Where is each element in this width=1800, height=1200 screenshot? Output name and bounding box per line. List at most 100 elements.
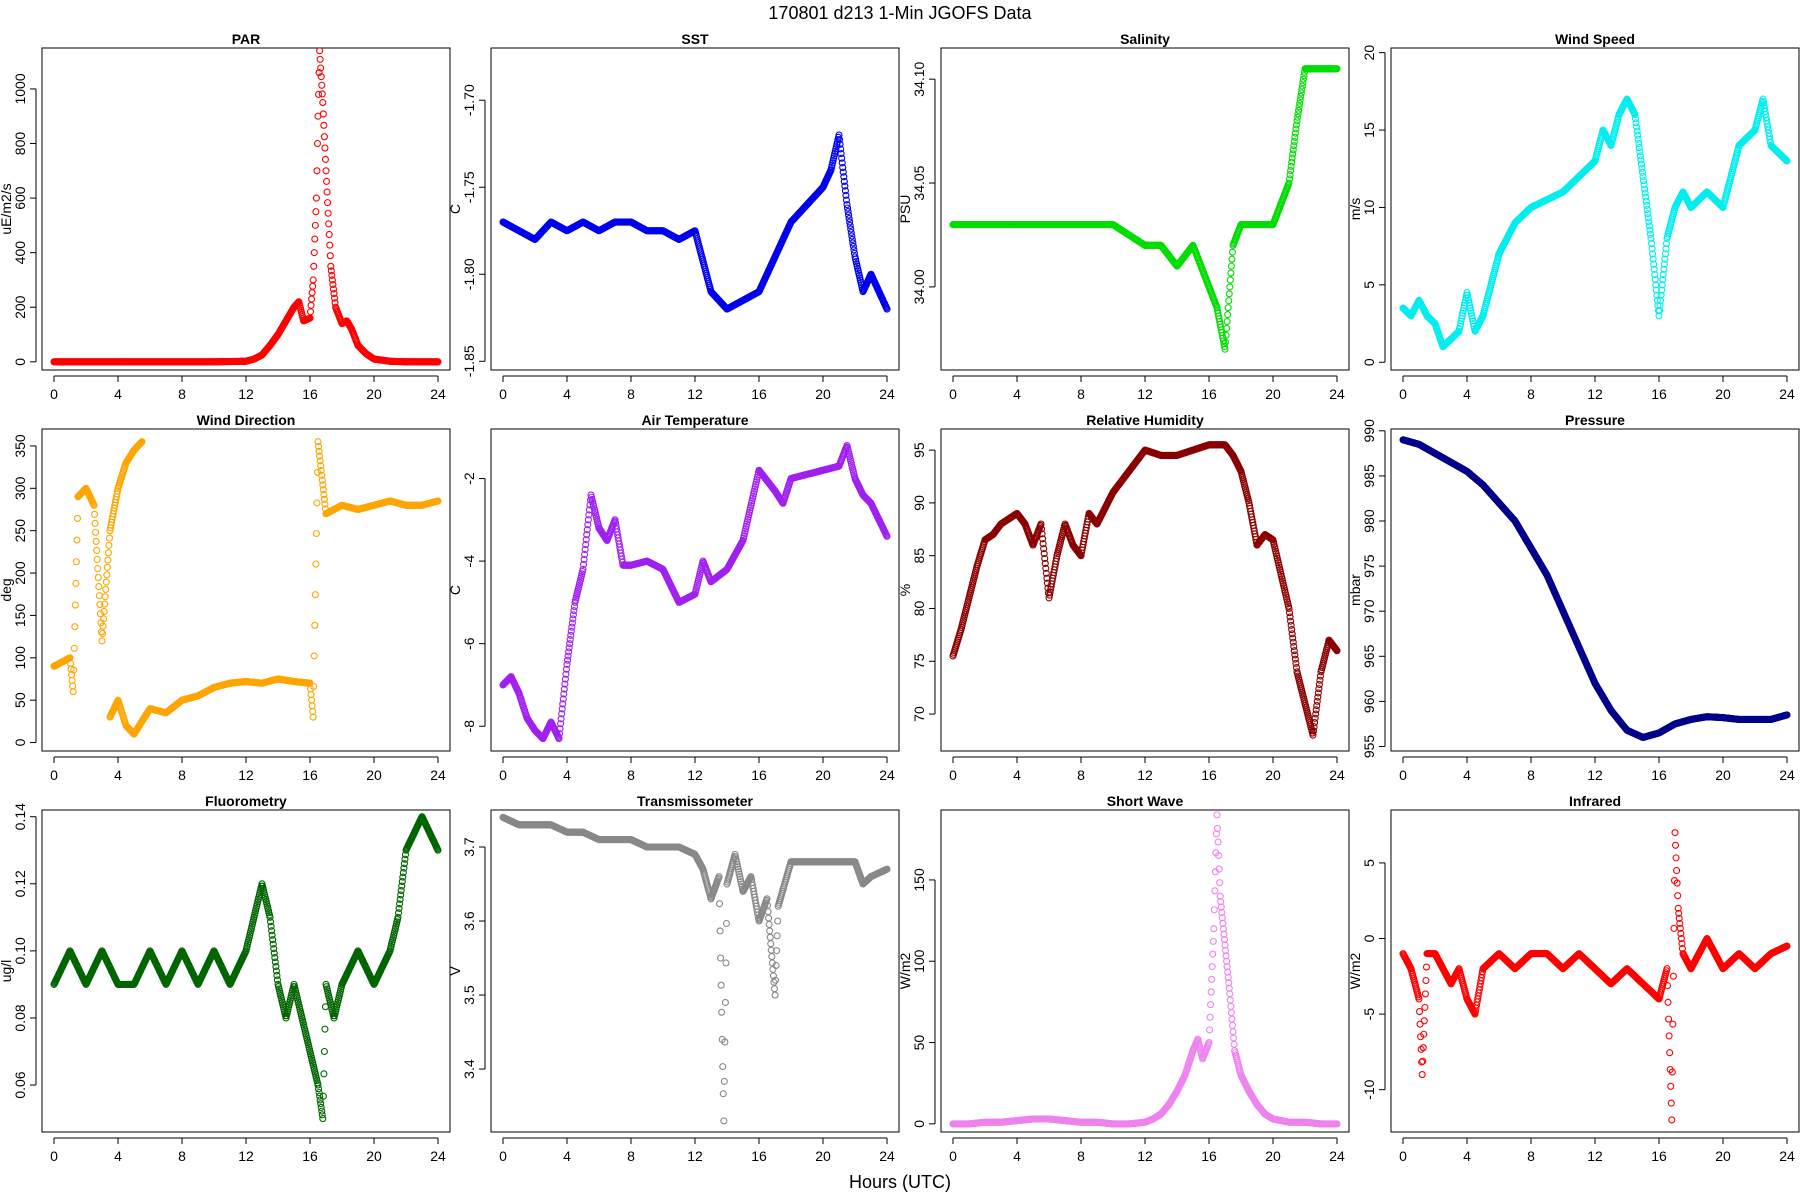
data-point xyxy=(94,564,102,573)
data-point xyxy=(310,262,318,270)
x-tick-label: 20 xyxy=(366,386,382,402)
data-point xyxy=(582,536,590,544)
data-point xyxy=(1637,160,1645,168)
x-tick-label: 0 xyxy=(50,767,58,783)
data-point xyxy=(1650,265,1658,273)
data-point xyxy=(1639,177,1648,185)
data-point xyxy=(105,534,114,542)
data-point xyxy=(1662,245,1670,253)
data-point xyxy=(321,500,329,508)
data-point xyxy=(563,660,571,668)
data-point xyxy=(1649,250,1657,258)
data-point xyxy=(570,607,578,615)
data-point xyxy=(318,90,326,98)
data-point xyxy=(1038,530,1046,538)
data-point xyxy=(1647,240,1656,248)
data-point xyxy=(71,623,79,631)
data-point xyxy=(1227,269,1235,277)
data-point xyxy=(1459,307,1467,315)
data-point xyxy=(92,528,100,536)
data-point xyxy=(321,144,329,152)
data-point xyxy=(328,276,336,284)
y-tick-label: 250 xyxy=(12,519,28,543)
data-point xyxy=(73,536,81,544)
data-point xyxy=(327,267,335,275)
y-tick-label: 200 xyxy=(12,295,28,319)
data-point xyxy=(1285,179,1293,187)
data-point xyxy=(308,702,316,710)
data-point xyxy=(562,670,570,678)
data-point xyxy=(324,199,332,207)
plot-frame xyxy=(490,428,900,752)
x-tick-label: 24 xyxy=(879,767,895,783)
data-point xyxy=(1288,158,1296,166)
data-point xyxy=(317,466,325,475)
data-point xyxy=(309,282,317,290)
data-point xyxy=(319,481,327,489)
data-point xyxy=(315,69,323,77)
data-point xyxy=(320,490,328,499)
y-tick-label: 90 xyxy=(911,495,927,511)
data-point xyxy=(1293,113,1302,121)
data-point xyxy=(1458,314,1466,322)
data-point xyxy=(1457,317,1465,325)
x-tick-label: 16 xyxy=(302,767,318,783)
y-tick-label: 70 xyxy=(911,706,927,722)
data-point xyxy=(1652,286,1660,294)
data-point xyxy=(1300,72,1308,80)
y-axis-label: deg xyxy=(0,578,14,601)
data-point xyxy=(1289,146,1297,154)
y-tick-label: -1.70 xyxy=(461,84,477,116)
panel-title: PAR xyxy=(232,31,261,47)
data-point xyxy=(1636,148,1644,156)
data-point xyxy=(849,242,857,250)
data-point xyxy=(1298,82,1306,90)
data-point xyxy=(1456,322,1464,330)
x-tick-label: 12 xyxy=(1137,386,1153,402)
data-point xyxy=(1646,230,1655,238)
x-tick-label: 16 xyxy=(1651,386,1667,402)
data-point xyxy=(569,615,577,623)
data-point xyxy=(565,644,573,652)
data-point xyxy=(316,457,324,465)
data-series xyxy=(50,48,442,366)
data-point xyxy=(318,471,326,479)
data-point xyxy=(584,516,592,524)
x-tick-label: 16 xyxy=(751,767,767,783)
data-point xyxy=(325,230,333,239)
data-point xyxy=(320,133,328,141)
y-tick-label: 350 xyxy=(12,434,28,458)
data-point xyxy=(322,177,331,185)
data-point xyxy=(313,139,322,148)
data-point xyxy=(1228,255,1236,263)
data-point xyxy=(1289,150,1297,158)
data-point xyxy=(1660,265,1668,273)
data-point xyxy=(71,601,79,609)
data-point xyxy=(1298,85,1306,94)
panel-title: Wind Speed xyxy=(1555,31,1635,47)
data-point xyxy=(1288,154,1296,162)
data-point xyxy=(1291,133,1299,141)
data-point xyxy=(329,280,337,289)
y-tick-label: 0 xyxy=(1361,358,1377,366)
data-point xyxy=(317,73,325,81)
data-point xyxy=(1224,311,1232,319)
data-point xyxy=(1224,304,1232,312)
data-point xyxy=(1287,167,1295,175)
data-point xyxy=(113,487,122,495)
y-tick-label: -1.80 xyxy=(461,258,477,290)
data-point xyxy=(104,549,112,557)
y-axis-label: PSU xyxy=(897,195,913,224)
y-tick-label: 600 xyxy=(12,186,28,210)
data-point xyxy=(308,696,316,704)
data-point xyxy=(92,537,100,545)
x-tick-label: 8 xyxy=(178,767,186,783)
data-point xyxy=(316,48,324,55)
data-point xyxy=(1222,331,1230,339)
y-tick-label: 34.10 xyxy=(911,61,927,96)
data-point xyxy=(310,652,318,660)
x-tick-label: 4 xyxy=(1013,767,1021,783)
data-point xyxy=(319,486,327,494)
